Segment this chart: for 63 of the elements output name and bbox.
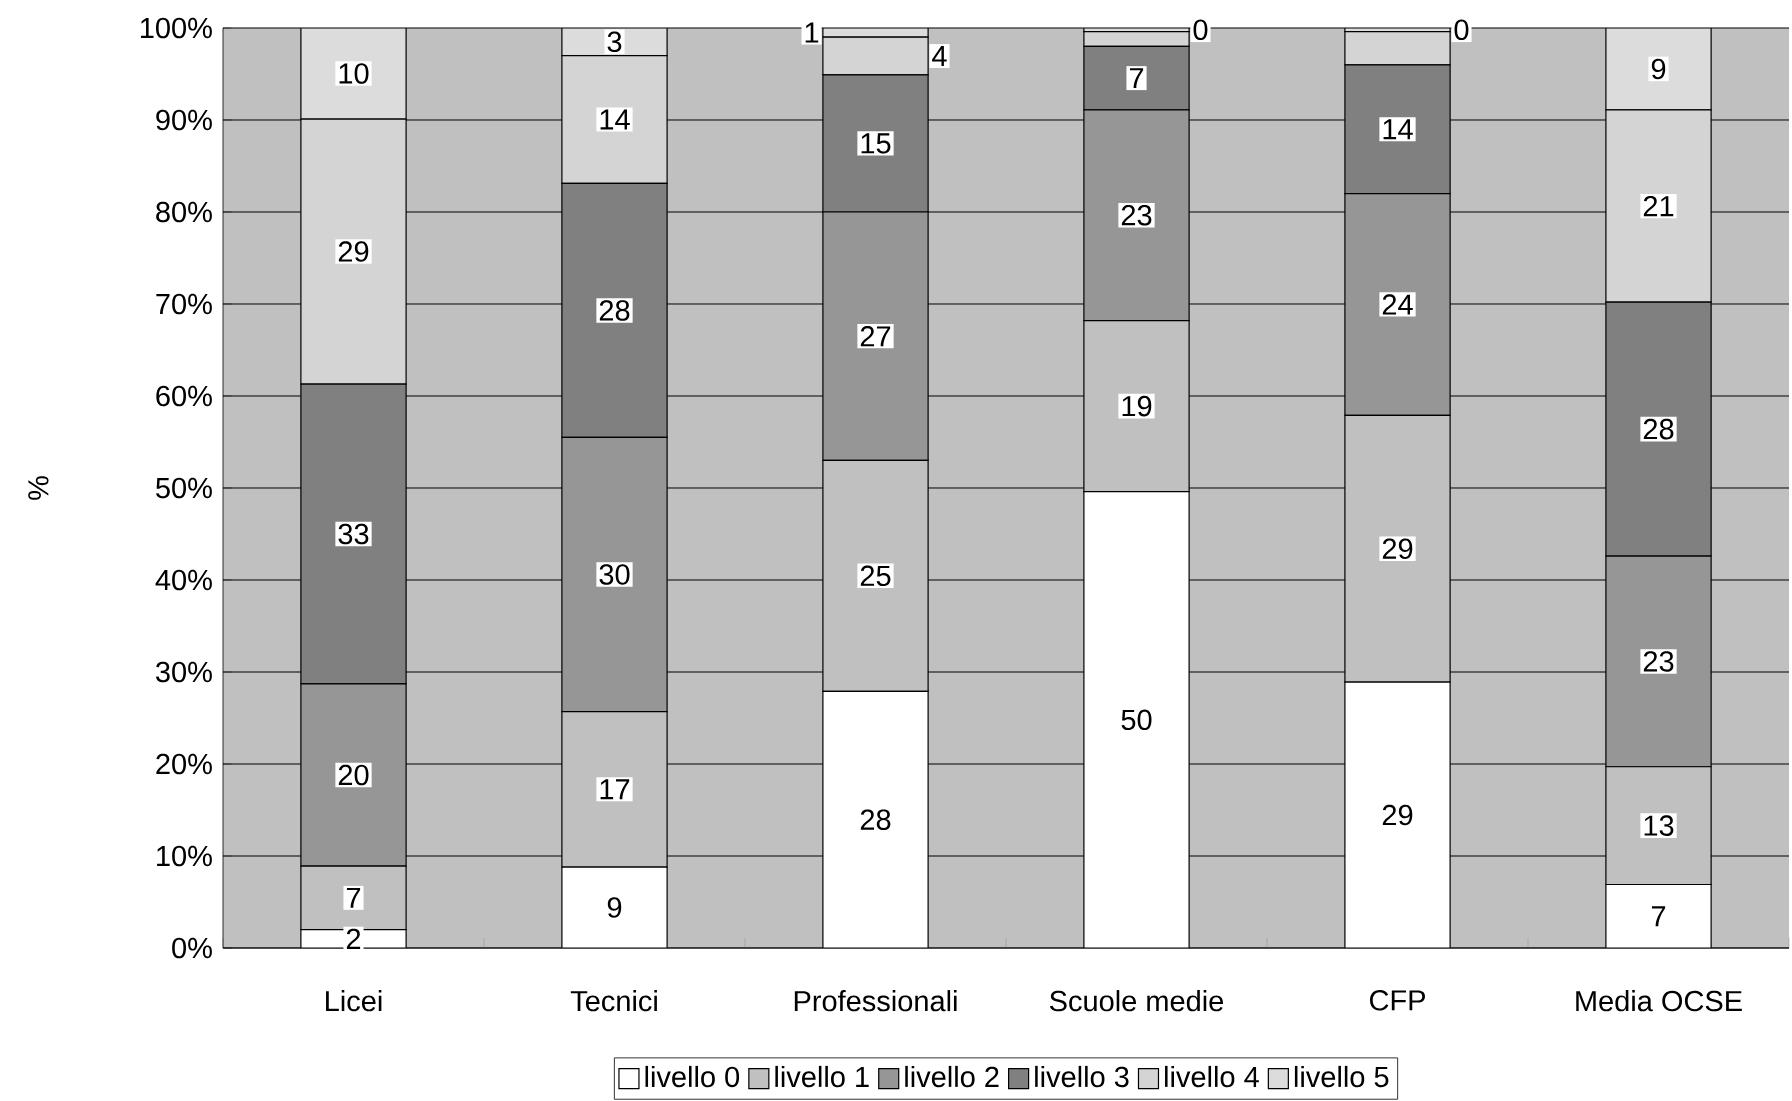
y-tick-label: 20% bbox=[156, 753, 212, 775]
data-label: 25 bbox=[860, 565, 891, 587]
data-label: 20 bbox=[338, 764, 369, 786]
data-label: 9 bbox=[1651, 58, 1666, 80]
data-label: 3 bbox=[607, 31, 622, 53]
data-label: 28 bbox=[599, 300, 630, 321]
bar bbox=[822, 690, 929, 948]
x-tick-label: Tecnici bbox=[570, 990, 657, 1012]
legend-label: livello 4 bbox=[1165, 1065, 1259, 1088]
data-label: 17 bbox=[600, 779, 630, 800]
data-label: 33 bbox=[338, 523, 369, 545]
x-tick-label: Professionali bbox=[794, 990, 957, 1012]
data-label: 23 bbox=[1121, 204, 1152, 226]
x-tick-label: Licei bbox=[326, 990, 382, 1012]
y-tick-label: 0% bbox=[172, 937, 212, 959]
y-tick-label: 60% bbox=[156, 385, 212, 407]
data-label: 4 bbox=[932, 46, 947, 67]
data-label: 50 bbox=[1121, 709, 1152, 731]
data-label: 14 bbox=[1383, 119, 1413, 140]
data-label: 0 bbox=[1193, 19, 1208, 41]
data-label: 7 bbox=[1651, 906, 1666, 927]
legend-label: livello 2 bbox=[905, 1065, 999, 1088]
legend-label: livello 5 bbox=[1294, 1065, 1389, 1088]
data-label: 24 bbox=[1382, 294, 1413, 315]
x-tick-label: CFP bbox=[1369, 990, 1425, 1011]
data-label: 23 bbox=[1643, 651, 1674, 672]
data-label: 28 bbox=[860, 809, 891, 830]
data-label: 13 bbox=[1644, 815, 1674, 836]
y-tick-label: 40% bbox=[155, 569, 212, 591]
y-tick-label: 10% bbox=[157, 845, 212, 867]
legend-label: livello 0 bbox=[645, 1065, 740, 1088]
data-label: 10 bbox=[339, 63, 369, 84]
bar bbox=[1605, 883, 1712, 948]
x-tick-label: Scuole medie bbox=[1049, 990, 1224, 1012]
data-label: 0 bbox=[1454, 19, 1469, 41]
y-tick-label: 30% bbox=[155, 661, 212, 683]
bar bbox=[1344, 681, 1451, 948]
x-tick-label: Media OCSE bbox=[1576, 990, 1742, 1012]
data-label: 2 bbox=[346, 928, 361, 949]
data-label: 14 bbox=[600, 109, 630, 130]
data-label: 1 bbox=[805, 22, 819, 43]
legend-label: livello 1 bbox=[775, 1065, 869, 1088]
data-label: 7 bbox=[346, 887, 361, 908]
y-tick-label: 70% bbox=[156, 293, 212, 315]
data-label: 29 bbox=[338, 241, 369, 262]
y-tick-label: 90% bbox=[156, 109, 212, 131]
data-label: 30 bbox=[599, 564, 630, 585]
data-label: 19 bbox=[1122, 395, 1152, 417]
bar bbox=[561, 866, 668, 948]
bar bbox=[1083, 491, 1190, 948]
data-label: 9 bbox=[607, 897, 622, 918]
data-label: 28 bbox=[1643, 418, 1674, 440]
y-axis-title: % bbox=[28, 476, 49, 500]
legend-label: livello 3 bbox=[1035, 1065, 1129, 1088]
data-label: 29 bbox=[1382, 538, 1413, 559]
data-label: 7 bbox=[1129, 68, 1144, 89]
data-label: 21 bbox=[1643, 195, 1674, 217]
data-label: 27 bbox=[860, 326, 891, 347]
y-tick-label: 50% bbox=[156, 477, 212, 499]
data-label: 15 bbox=[861, 133, 891, 154]
y-tick-label: 80% bbox=[156, 201, 212, 223]
y-tick-label: 100% bbox=[140, 17, 212, 39]
data-label: 29 bbox=[1382, 804, 1413, 826]
